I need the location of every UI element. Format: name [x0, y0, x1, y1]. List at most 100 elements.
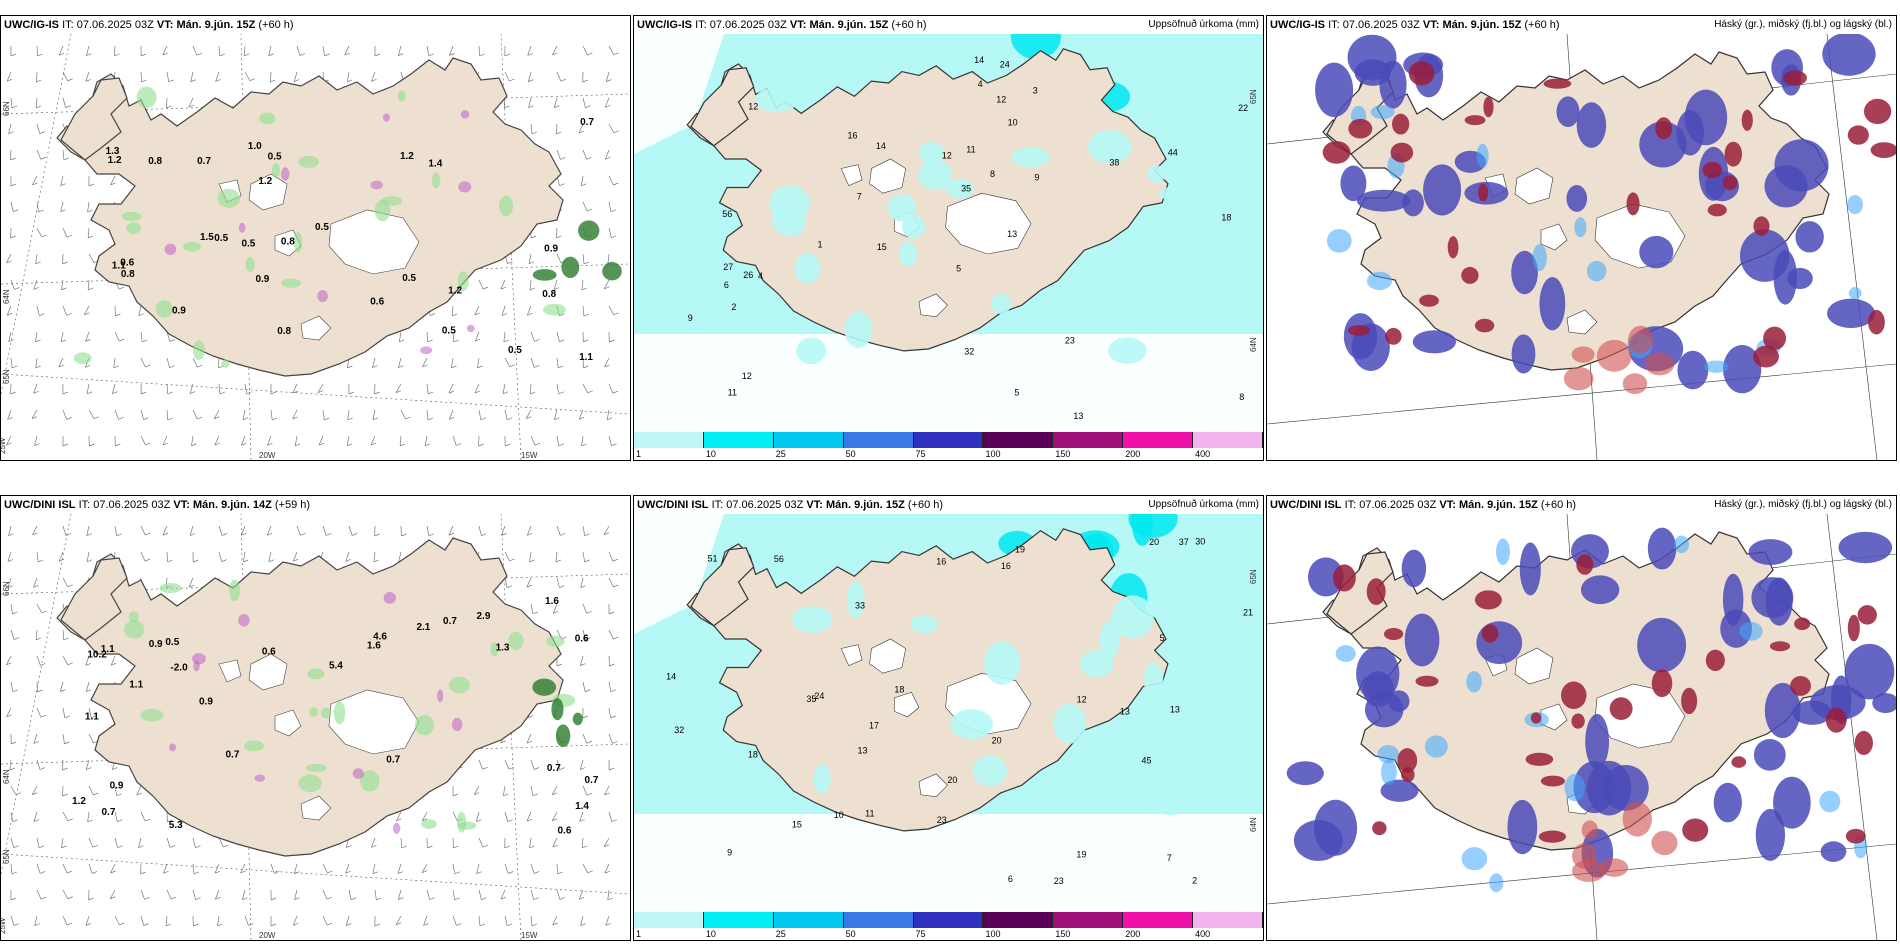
- wind-barb: [114, 785, 118, 796]
- field-blobs: [73, 86, 566, 368]
- wind-barb-flag: [38, 845, 45, 849]
- field-blob: [1820, 841, 1847, 862]
- glacier-outline: [1540, 223, 1568, 251]
- field-blob: [1383, 627, 1404, 640]
- wind-barb-flag: [476, 871, 482, 875]
- wind-barb-flag: [586, 208, 593, 212]
- wind-barb: [424, 435, 428, 446]
- wind-barb-flag: [376, 897, 382, 901]
- wind-barb-flag: [242, 897, 248, 900]
- wind-barb-flag: [502, 391, 509, 395]
- wind-barb-flag: [317, 390, 324, 393]
- wind-barb: [556, 759, 561, 770]
- wind-barb-flag: [197, 416, 203, 420]
- wind-barb-flag: [66, 417, 72, 420]
- wind-barb: [555, 551, 558, 562]
- wind-barb-flag: [427, 339, 433, 343]
- value-label: 7: [1167, 853, 1172, 863]
- wind-barb-flag: [347, 417, 353, 421]
- wind-barb-flag: [38, 209, 44, 213]
- wind-barb: [504, 759, 510, 770]
- wind-barb: [10, 915, 15, 926]
- wind-barb-flag: [532, 611, 539, 615]
- colorbar-swatch: [913, 432, 984, 448]
- value-label: 1: [817, 239, 822, 249]
- field-blob: [382, 113, 390, 122]
- wind-barb-flag: [31, 416, 38, 420]
- wind-barb: [426, 409, 429, 420]
- wind-barb-flag: [138, 845, 144, 849]
- wind-barb-flag: [451, 313, 458, 317]
- wind-barb: [556, 71, 562, 82]
- wind-barb-flag: [85, 923, 92, 926]
- wind-barb: [192, 837, 196, 848]
- wind-barb-flag: [423, 923, 429, 926]
- wind-barb-flag: [162, 532, 169, 536]
- wind-barb: [582, 603, 587, 614]
- wind-barb: [163, 863, 168, 874]
- field-blob: [280, 278, 302, 288]
- field-blob: [1507, 799, 1538, 855]
- wind-barb: [473, 785, 480, 795]
- wind-barb-flag: [552, 844, 558, 848]
- wind-barb-flag: [87, 819, 93, 823]
- wind-barb: [244, 383, 248, 394]
- wind-barb-flag: [395, 922, 402, 926]
- field-blob: [1847, 614, 1860, 642]
- wind-barb-flag: [605, 923, 611, 926]
- wind-barb: [166, 383, 169, 394]
- wind-barb-flag: [372, 871, 379, 875]
- wind-barb-flag: [580, 923, 586, 927]
- wind-barb: [114, 331, 120, 342]
- field-blob: [1682, 818, 1709, 842]
- field-blob: [1637, 617, 1687, 673]
- wind-barb-flag: [454, 871, 460, 875]
- wind-barb-flag: [8, 533, 14, 537]
- field-blob: [1474, 318, 1495, 333]
- wind-barb-flag: [509, 78, 515, 82]
- field-blob: [1348, 118, 1373, 139]
- wind-barb-flag: [553, 610, 559, 614]
- wind-barb: [218, 357, 220, 369]
- wind-barb: [452, 811, 458, 822]
- field-blobs: [1572, 801, 1678, 882]
- field-blob: [1159, 185, 1202, 202]
- wind-barb-flag: [300, 533, 306, 536]
- wind-barb: [114, 915, 120, 926]
- wind-barb-flag: [60, 689, 66, 692]
- westfjords-coastline: [60, 557, 128, 641]
- value-label: 8: [1239, 392, 1244, 402]
- value-label: 0.5: [508, 345, 522, 356]
- wind-barb-flag: [86, 391, 93, 395]
- wind-barb: [62, 733, 65, 744]
- wind-barb-flag: [448, 390, 455, 394]
- wind-barb-flag: [559, 313, 565, 317]
- wind-barb-flag: [294, 79, 300, 82]
- axis-label: 65N: [1249, 569, 1258, 584]
- wind-barb-flag: [507, 417, 513, 421]
- wind-barb-flag: [13, 637, 20, 640]
- value-label: 1.1: [101, 644, 115, 655]
- wind-barb-flag: [452, 793, 459, 797]
- wind-barb-flag: [169, 365, 175, 368]
- field-blob: [1872, 692, 1896, 714]
- wind-barb: [398, 551, 402, 562]
- glacier-outline: [248, 173, 288, 211]
- wind-barb-flag: [162, 52, 168, 56]
- value-label: 4: [758, 271, 763, 281]
- field-blob: [1794, 617, 1811, 631]
- wind-barb: [268, 45, 272, 56]
- wind-barb: [452, 331, 455, 342]
- wind-barb-flag: [399, 443, 406, 447]
- wind-barb: [10, 279, 15, 290]
- wind-barb-flag: [10, 391, 16, 395]
- field-blob: [1390, 142, 1414, 163]
- glacier-outline: [274, 709, 302, 737]
- wind-barb: [215, 71, 220, 82]
- field-blob: [1483, 96, 1494, 118]
- field-blob: [1724, 141, 1743, 167]
- wind-barb-flag: [609, 339, 615, 343]
- wind-barb-flag: [480, 417, 487, 421]
- wind-barb: [85, 71, 90, 82]
- wind-barb: [322, 525, 327, 536]
